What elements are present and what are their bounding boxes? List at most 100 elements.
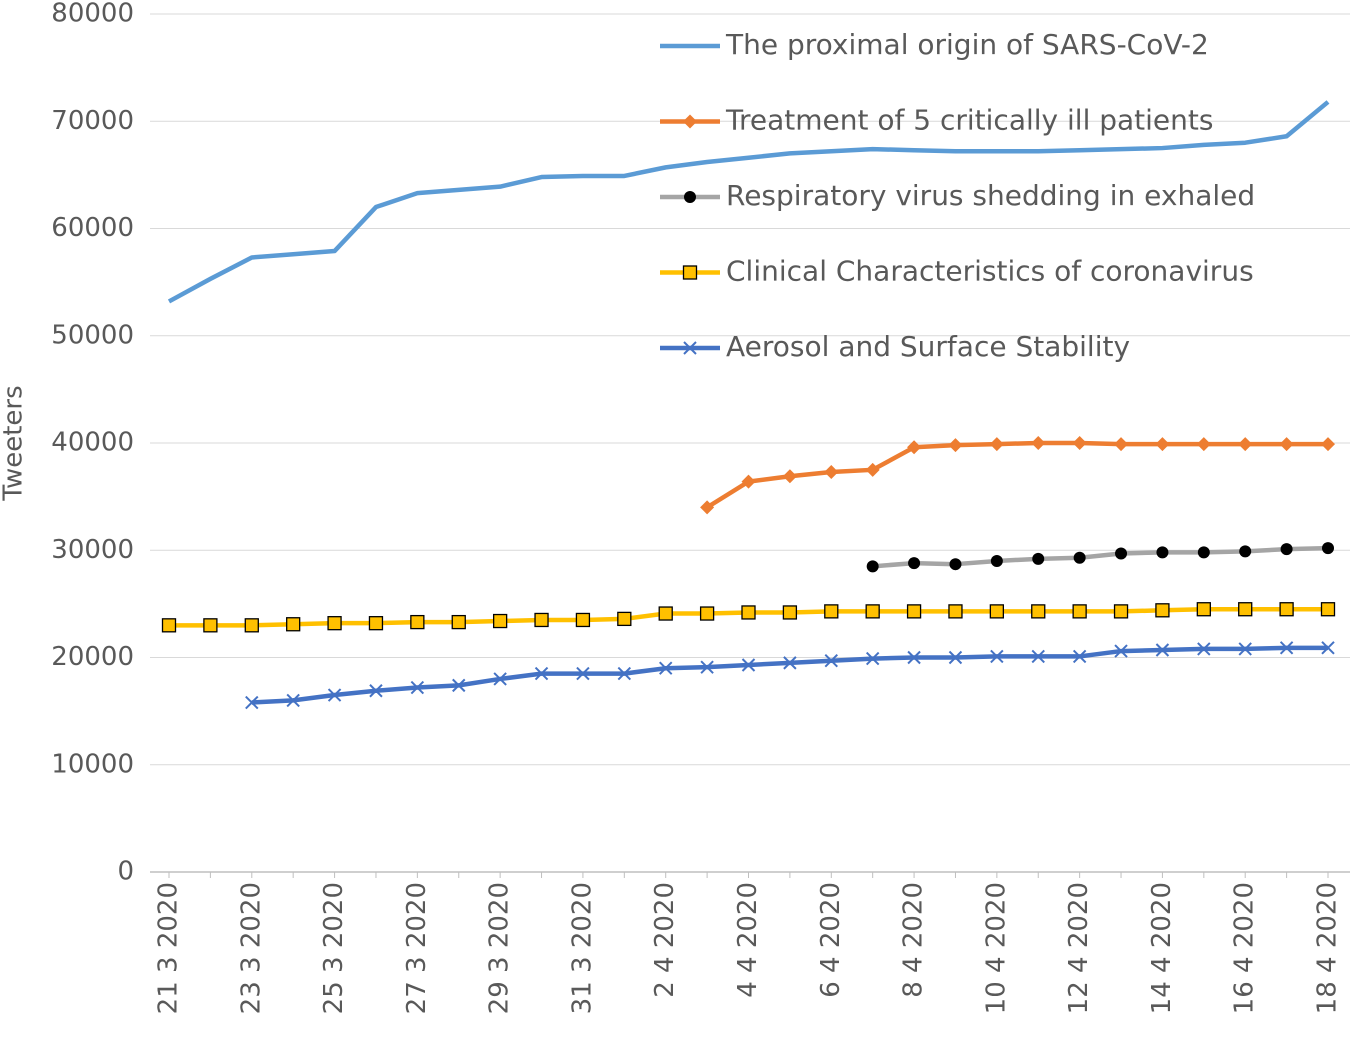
data-point (410, 614, 425, 630)
data-point (534, 612, 549, 628)
data-point (741, 474, 756, 489)
data-point (1115, 547, 1128, 560)
data-point (1239, 545, 1252, 558)
y-tick-label: 10000 (51, 749, 134, 779)
data-point (1196, 602, 1211, 617)
series-line (251, 645, 1328, 705)
legend-label: The proximal origin of SARS-CoV-2 (725, 28, 1209, 61)
data-point (1279, 641, 1294, 655)
data-point (1197, 546, 1210, 559)
data-point (948, 604, 963, 619)
x-tick-label: 16 4 2020 (1230, 882, 1260, 1014)
data-point (907, 650, 921, 665)
y-tick-label: 20000 (51, 642, 134, 672)
data-point (617, 666, 632, 681)
data-point (245, 695, 259, 710)
data-point (1320, 602, 1336, 617)
x-tick-label: 14 4 2020 (1147, 882, 1177, 1014)
data-point (1032, 552, 1045, 565)
data-point (989, 437, 1004, 452)
data-point (948, 438, 963, 453)
y-tick-label: 60000 (51, 213, 134, 243)
data-point (1155, 437, 1170, 452)
data-point (161, 618, 177, 633)
data-point (327, 616, 342, 631)
data-point (286, 693, 300, 708)
data-point (1031, 649, 1045, 664)
data-point (990, 554, 1003, 567)
data-point (949, 558, 962, 571)
x-tick-label: 27 3 2020 (402, 882, 432, 1014)
data-point (410, 680, 425, 695)
data-point (865, 604, 880, 619)
data-point (989, 604, 1005, 619)
data-point (1031, 436, 1046, 450)
x-tick-label: 6 4 2020 (816, 882, 846, 998)
data-point (493, 672, 507, 686)
y-tick-label: 0 (117, 857, 134, 887)
legend-marker (683, 114, 697, 129)
series-line (167, 100, 1330, 304)
data-point (1156, 546, 1169, 559)
data-point (1196, 437, 1211, 452)
data-point (865, 462, 880, 477)
legend-label: Aerosol and Surface Stability (726, 330, 1130, 363)
legend-label: Treatment of 5 critically ill patients (725, 104, 1213, 137)
data-point (1073, 551, 1086, 564)
data-point (1114, 644, 1128, 658)
x-tick-label: 12 4 2020 (1064, 882, 1094, 1014)
data-point (990, 649, 1004, 664)
x-tick-label: 21 3 2020 (154, 882, 184, 1014)
x-tick-label: 2 4 2020 (650, 882, 680, 998)
data-point (534, 666, 549, 681)
data-point (908, 557, 921, 570)
data-point (368, 616, 384, 631)
data-point (1031, 604, 1046, 619)
data-point (1321, 437, 1335, 452)
legend-label: Respiratory virus shedding in exhaled (726, 179, 1255, 212)
data-point (451, 614, 466, 630)
legend-marker (684, 191, 696, 203)
data-point (1279, 602, 1294, 617)
data-point (1197, 642, 1211, 656)
data-point (948, 650, 963, 665)
legend-label: Clinical Characteristics of coronavirus (726, 255, 1254, 288)
data-point (1238, 602, 1253, 617)
data-point (782, 605, 798, 620)
data-point (286, 617, 301, 632)
data-point (824, 604, 839, 619)
data-point (1155, 643, 1170, 657)
data-point (244, 618, 259, 633)
data-point (576, 666, 590, 681)
x-tick-label: 25 3 2020 (319, 882, 349, 1014)
data-point (575, 612, 591, 628)
data-point (824, 464, 839, 479)
data-point (699, 606, 715, 621)
data-point (1280, 543, 1293, 556)
data-point (1238, 437, 1253, 452)
x-tick-label: 23 3 2020 (236, 882, 266, 1014)
data-point (1072, 436, 1087, 450)
data-point (492, 613, 508, 629)
y-tick-label: 40000 (51, 428, 134, 458)
legend-marker (683, 341, 697, 355)
x-tick-label: 8 4 2020 (899, 882, 929, 998)
data-point (782, 469, 797, 484)
data-point (452, 678, 466, 693)
data-point (327, 688, 342, 702)
data-point (1114, 437, 1129, 452)
y-tick-label: 70000 (51, 106, 134, 136)
data-point (1155, 603, 1170, 618)
y-tick-label: 80000 (51, 0, 134, 29)
data-point (741, 605, 756, 620)
data-point (1072, 649, 1087, 664)
y-axis-label: Tweeters (0, 385, 29, 501)
x-tick-label: 18 4 2020 (1313, 882, 1343, 1014)
data-point (1322, 542, 1334, 555)
data-point (907, 440, 922, 455)
y-tick-label: 30000 (51, 535, 134, 565)
data-point (1113, 604, 1129, 619)
data-point (700, 660, 714, 674)
data-point (658, 606, 673, 621)
